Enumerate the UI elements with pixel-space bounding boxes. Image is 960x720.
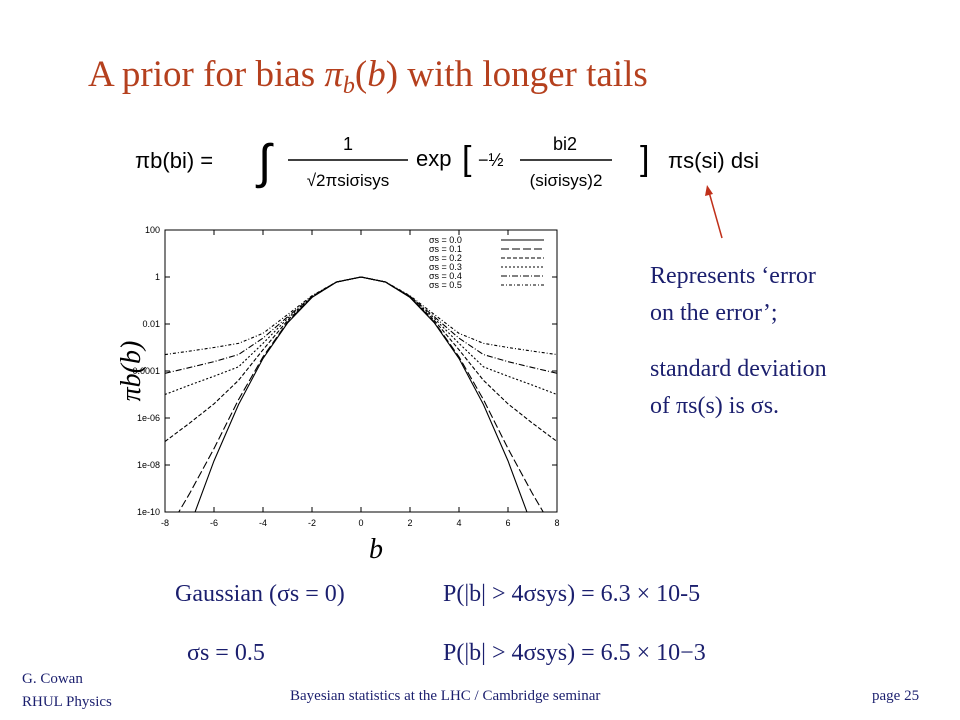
formula-minus-half: −½ bbox=[478, 150, 504, 170]
annotation-line: of πs(s) is σs. bbox=[650, 393, 779, 419]
annotation-line: Represents ‘error bbox=[650, 263, 816, 289]
series-line bbox=[165, 276, 557, 396]
y-tick-label: 0.0001 bbox=[132, 366, 160, 376]
annotation: Represents ‘error on the error’; standar… bbox=[650, 263, 827, 419]
x-tick-label: 2 bbox=[407, 518, 412, 528]
footer: G. Cowan RHUL Physics Bayesian statistic… bbox=[22, 671, 919, 710]
x-tick-label: -4 bbox=[259, 518, 267, 528]
legend-label: σs = 0.1 bbox=[429, 244, 462, 254]
formula-exp: exp bbox=[416, 146, 451, 171]
series-line bbox=[194, 276, 528, 512]
result-label: σs = 0.5 bbox=[187, 640, 265, 666]
formula-integral: ∫ bbox=[255, 136, 274, 189]
formula-rhs: πs(si) dsi bbox=[668, 148, 759, 173]
result-prob: P(|b| > 4σsys) = 6.5 × 10−3 bbox=[443, 640, 706, 666]
legend-label: σs = 0.0 bbox=[429, 235, 462, 245]
series-line bbox=[165, 276, 557, 356]
arrow bbox=[708, 191, 723, 239]
legend-label: σs = 0.5 bbox=[429, 280, 462, 290]
x-tick-label: 8 bbox=[554, 518, 559, 528]
y-tick-label: 1 bbox=[155, 272, 160, 282]
legend-label: σs = 0.4 bbox=[429, 271, 462, 281]
legend-label: σs = 0.2 bbox=[429, 253, 462, 263]
y-tick-label: 1e-08 bbox=[137, 460, 160, 470]
y-tick-label: 1e-10 bbox=[137, 507, 160, 517]
x-axis-label: b bbox=[369, 534, 383, 565]
formula-den1: √2πsiσisys bbox=[307, 171, 390, 190]
formula-num2: bi2 bbox=[553, 134, 577, 154]
arrow-head bbox=[705, 185, 713, 196]
series-line bbox=[178, 276, 544, 512]
formula-open: [ bbox=[462, 140, 472, 178]
x-tick-label: 4 bbox=[456, 518, 461, 528]
formula-lhs: πb(bi) = bbox=[135, 148, 213, 173]
formula: πb(bi) = ∫ 1 √2πsiσisys exp [ −½ bi2 (si… bbox=[135, 134, 759, 190]
annotation-line: on the error’; bbox=[650, 300, 778, 326]
y-axis-label: πb(b) bbox=[116, 341, 147, 402]
footer-affiliation: RHUL Physics bbox=[22, 694, 112, 710]
y-tick-label: 0.01 bbox=[142, 319, 160, 329]
y-tick-label: 1e-06 bbox=[137, 413, 160, 423]
x-tick-label: 0 bbox=[358, 518, 363, 528]
chart: πb(b) b 100 1 0.01 0.0001 1e-06 1e-08 1e-10-8 -… bbox=[116, 225, 560, 565]
x-tick-label: -2 bbox=[308, 518, 316, 528]
formula-den2: (siσisys)2 bbox=[530, 171, 603, 190]
x-tick-label: -6 bbox=[210, 518, 218, 528]
slide-title: A prior for bias πb(b) with longer tails bbox=[88, 54, 648, 99]
x-tick-label: 6 bbox=[505, 518, 510, 528]
formula-num1: 1 bbox=[343, 134, 353, 154]
plot-frame bbox=[164, 229, 558, 513]
result-label: Gaussian (σs = 0) bbox=[175, 581, 345, 607]
x-tick-label: -8 bbox=[161, 518, 169, 528]
footer-talk: Bayesian statistics at the LHC / Cambrid… bbox=[290, 688, 600, 704]
results: Gaussian (σs = 0) P(|b| > 4σsys) = 6.3 ×… bbox=[175, 581, 706, 666]
footer-author: G. Cowan bbox=[22, 671, 83, 687]
y-tick-label: 100 bbox=[145, 225, 160, 235]
formula-close: ] bbox=[640, 140, 649, 178]
legend-label: σs = 0.3 bbox=[429, 262, 462, 272]
series-line bbox=[165, 276, 557, 374]
footer-page: page 25 bbox=[872, 688, 919, 704]
result-prob: P(|b| > 4σsys) = 6.3 × 10-5 bbox=[443, 581, 700, 607]
annotation-line: standard deviation bbox=[650, 356, 827, 382]
